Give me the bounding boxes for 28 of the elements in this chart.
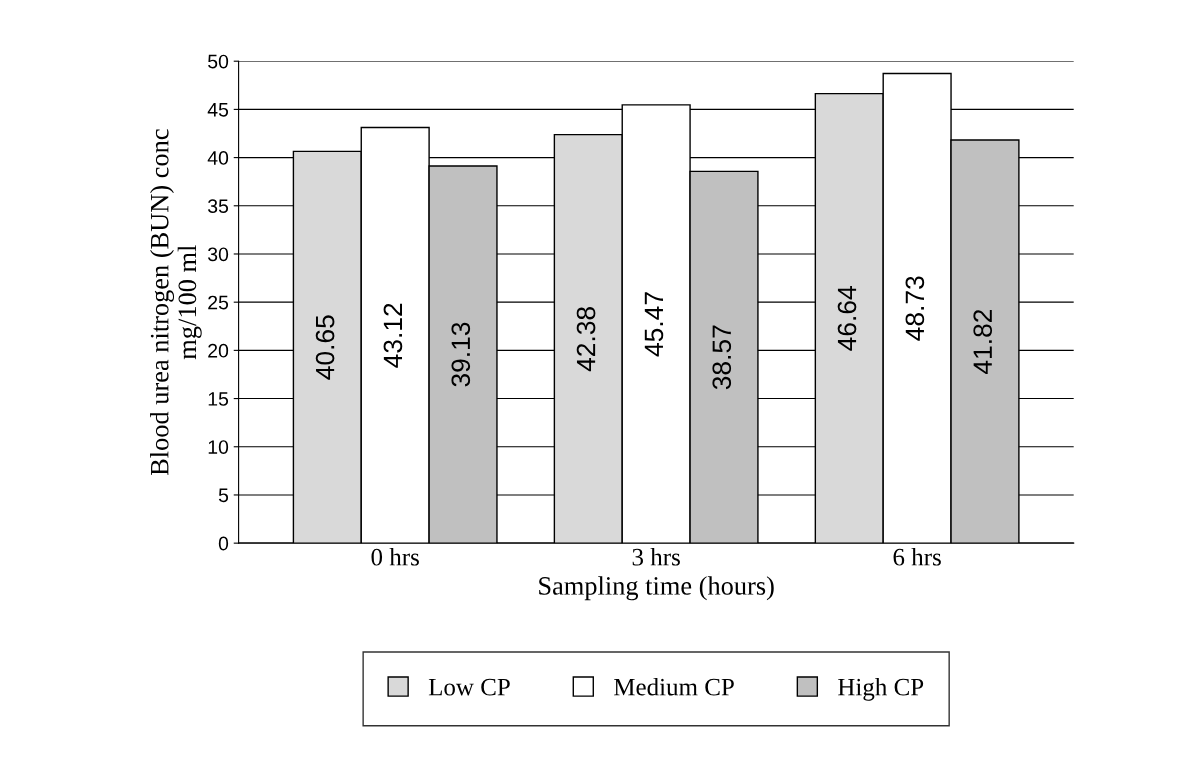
data-label: 48.73 xyxy=(905,276,925,341)
data-label: 43.12 xyxy=(383,303,403,368)
x-tick-label: 0 hrs xyxy=(371,548,419,566)
data-label: 46.64 xyxy=(837,286,857,351)
legend-label: High CP xyxy=(838,677,924,701)
y-tick-label: 40 xyxy=(207,151,229,165)
x-axis-title: Sampling time (hours) xyxy=(539,576,774,601)
x-tick-label: 6 hrs xyxy=(893,548,941,566)
y-tick-label: 30 xyxy=(207,247,229,262)
data-label: 40.65 xyxy=(315,315,335,380)
y-axis-title: Blood urea nitrogen (BUN) conc mg/100 ml xyxy=(150,129,202,476)
x-tick-label: 3 hrs xyxy=(632,548,680,566)
legend-label: Medium CP xyxy=(614,677,734,696)
y-tick-label: 15 xyxy=(208,392,229,406)
y-tick-label: 45 xyxy=(207,103,229,117)
data-label: 38.57 xyxy=(712,325,732,390)
y-tick-label: 35 xyxy=(207,199,229,214)
y-tick-label: 10 xyxy=(208,440,229,454)
legend-label: Low CP xyxy=(428,678,510,696)
data-label: 45.47 xyxy=(644,292,664,357)
data-label: 41.82 xyxy=(973,309,993,375)
y-tick-label: 20 xyxy=(208,343,229,358)
y-tick-label: 0 xyxy=(218,536,229,551)
data-label: 42.38 xyxy=(576,307,596,372)
y-tick-label: 5 xyxy=(218,488,229,503)
data-label: 39.13 xyxy=(451,322,471,387)
y-tick-label: 25 xyxy=(208,295,229,310)
y-tick-label: 50 xyxy=(208,54,229,69)
